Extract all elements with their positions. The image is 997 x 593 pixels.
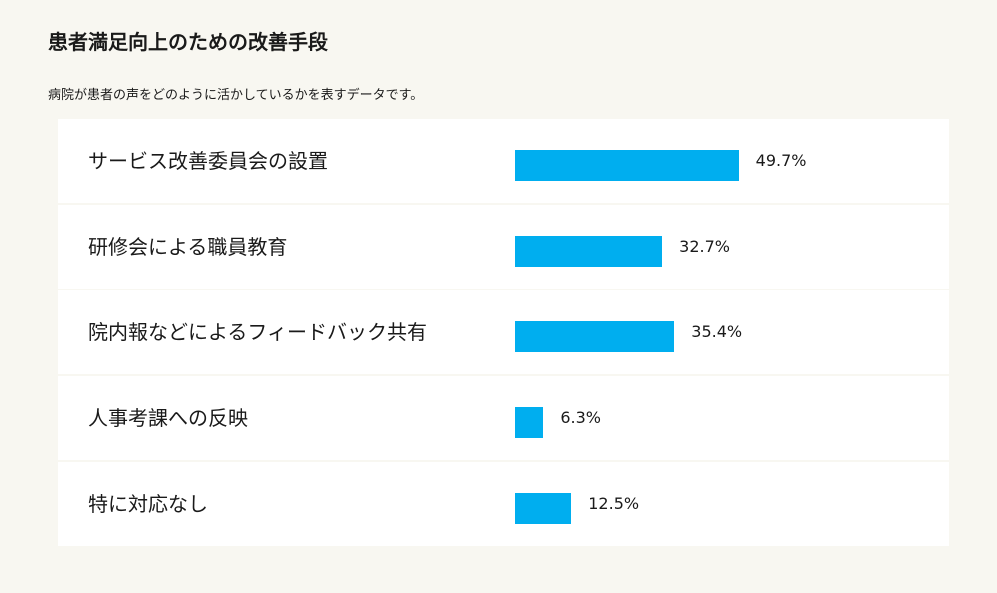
category-label: 院内報などによるフィードバック共有 [88, 320, 427, 345]
value-label: 49.7% [755, 151, 807, 170]
bar [515, 492, 572, 524]
category-label: 特に対応なし [88, 491, 208, 516]
bar [515, 150, 739, 181]
category-label: 人事考課への反映 [88, 406, 248, 431]
chart-row: 院内報などによるフィードバック共有 35.4% [58, 290, 949, 375]
bar [515, 321, 675, 353]
value-label: 32.7% [679, 236, 730, 256]
category-label: サービス改善委員会の設置 [88, 149, 328, 173]
chart-row: 研修会による職員教育 32.7% [58, 204, 949, 289]
chart-row: 人事考課への反映 6.3% [58, 376, 949, 461]
value-label: 12.5% [588, 493, 640, 513]
category-label: 研修会による職員教育 [88, 234, 288, 259]
value-label: 35.4% [691, 322, 743, 342]
bar [515, 407, 544, 439]
bar [515, 235, 663, 267]
chart-row: 特に対応なし 12.5% [58, 461, 949, 546]
chart-row: サービス改善委員会の設置 49.7% [58, 119, 949, 203]
chart-subtitle: 病院が患者の声をどのように活かしているかを表すデータです。 [48, 88, 424, 103]
chart-title: 患者満足向上のための改善手段 [48, 30, 328, 54]
bar-chart-panel: サービス改善委員会の設置 49.7% 研修会による職員教育 32.7% 院内報などによる… [58, 119, 949, 546]
value-label: 6.3% [560, 408, 601, 428]
